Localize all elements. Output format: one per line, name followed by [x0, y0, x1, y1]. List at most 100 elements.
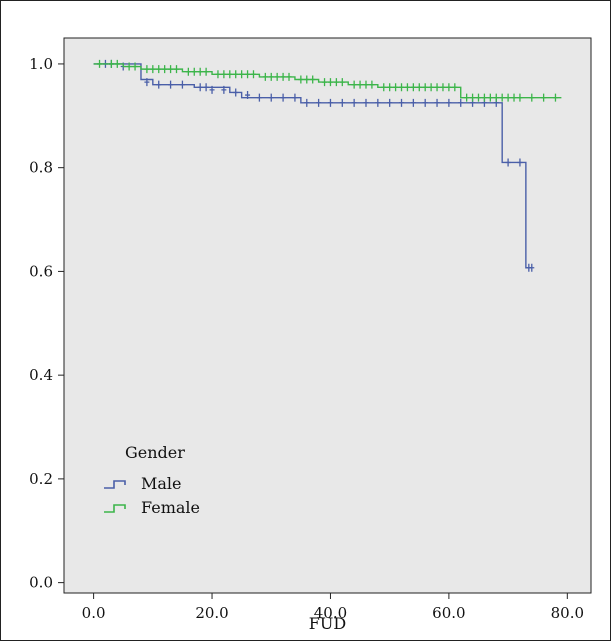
y-axis: 0.0 0.2 0.4 0.6 0.8 1.0: [29, 55, 64, 592]
legend-swatch-female: [104, 504, 126, 513]
censor-mark-male: [233, 88, 239, 97]
censor-mark-male: [446, 98, 452, 107]
censor-mark-male: [434, 98, 440, 107]
censor-mark-female: [239, 70, 245, 79]
censor-mark-female: [393, 83, 399, 92]
series-male: [93, 59, 535, 272]
censor-mark-female: [487, 93, 493, 102]
censor-mark-female: [168, 65, 174, 74]
censor-mark-male: [387, 98, 393, 107]
censor-mark-female: [357, 80, 363, 89]
censor-mark-female: [381, 83, 387, 92]
censor-mark-female: [475, 93, 481, 102]
censor-mark-female: [505, 93, 511, 102]
censor-mark-female: [191, 67, 197, 76]
y-tick-label: 1.0: [29, 55, 53, 73]
censor-mark-male: [156, 80, 162, 89]
censor-mark-male: [256, 93, 262, 102]
censor-mark-female: [541, 93, 547, 102]
x-tick-label: 20.0: [195, 604, 228, 622]
censor-mark-male: [245, 91, 251, 100]
censor-mark-female: [499, 93, 505, 102]
censor-mark-female: [114, 59, 120, 68]
censor-mark-female: [250, 70, 256, 79]
censor-mark-male: [410, 98, 416, 107]
censor-mark-female: [108, 59, 114, 68]
censor-mark-female: [369, 80, 375, 89]
censor-mark-male: [203, 83, 209, 92]
legend-label-male: Male: [141, 474, 182, 493]
censor-mark-female: [233, 70, 239, 79]
censor-mark-female: [339, 78, 345, 87]
censor-mark-male: [458, 98, 464, 107]
censor-mark-female: [262, 72, 268, 81]
censor-mark-female: [221, 70, 227, 79]
censor-mark-female: [363, 80, 369, 89]
y-tick-label: 0.2: [29, 470, 53, 488]
x-tick-label: 0.0: [82, 604, 106, 622]
censor-mark-female: [144, 65, 150, 74]
censor-mark-female: [304, 75, 310, 84]
censor-mark-female: [322, 78, 328, 87]
censor-mark-female: [410, 83, 416, 92]
censor-mark-male: [197, 83, 203, 92]
censor-mark-female: [97, 59, 103, 68]
censor-mark-female: [440, 83, 446, 92]
censor-mark-female: [529, 93, 535, 102]
plot-area: [63, 37, 592, 594]
censor-mark-female: [552, 93, 558, 102]
censor-mark-male: [280, 93, 286, 102]
censor-mark-female: [203, 67, 209, 76]
legend-swatch-male: [104, 480, 126, 489]
censor-mark-female: [298, 75, 304, 84]
censor-mark-female: [227, 70, 233, 79]
censor-mark-female: [387, 83, 393, 92]
censor-mark-female: [517, 93, 523, 102]
series-layer: [93, 59, 562, 272]
censor-mark-male: [399, 98, 405, 107]
censor-mark-male: [517, 158, 523, 167]
censor-mark-male: [351, 98, 357, 107]
censor-mark-female: [493, 93, 499, 102]
censor-mark-female: [162, 65, 168, 74]
censor-mark-female: [310, 75, 316, 84]
x-tick-label: 40.0: [314, 604, 347, 622]
censor-mark-female: [446, 83, 452, 92]
y-tick-label: 0.4: [29, 366, 53, 384]
censor-mark-male: [221, 85, 227, 94]
censor-mark-male: [363, 98, 369, 107]
censor-mark-male: [144, 78, 150, 87]
censor-mark-female: [150, 65, 156, 74]
censor-mark-female: [286, 72, 292, 81]
censor-mark-male: [339, 98, 345, 107]
censor-mark-female: [280, 72, 286, 81]
censor-mark-female: [481, 93, 487, 102]
x-axis-label: FUD: [309, 614, 346, 633]
legend: Gender Male Female: [104, 443, 200, 517]
censor-mark-female: [126, 62, 132, 71]
censor-mark-female: [197, 67, 203, 76]
censor-mark-female: [428, 83, 434, 92]
censor-mark-female: [470, 93, 476, 102]
censor-mark-female: [511, 93, 517, 102]
censor-mark-male: [268, 93, 274, 102]
legend-label-female: Female: [141, 498, 200, 517]
censor-mark-female: [156, 65, 162, 74]
censor-mark-male: [505, 158, 511, 167]
censor-mark-male: [304, 98, 310, 107]
censor-mark-female: [274, 72, 280, 81]
x-tick-label: 80.0: [551, 604, 584, 622]
x-axis: 0.0 20.0 40.0 60.0 80.0: [82, 593, 584, 622]
censor-mark-female: [245, 70, 251, 79]
y-tick-label: 0.8: [29, 159, 53, 177]
censor-mark-male: [422, 98, 428, 107]
censor-mark-male: [327, 98, 333, 107]
censor-mark-female: [416, 83, 422, 92]
censor-mark-female: [174, 65, 180, 74]
censor-mark-female: [327, 78, 333, 87]
y-tick-label: 0.0: [29, 574, 53, 592]
censor-mark-female: [333, 78, 339, 87]
censor-mark-male: [529, 263, 535, 272]
